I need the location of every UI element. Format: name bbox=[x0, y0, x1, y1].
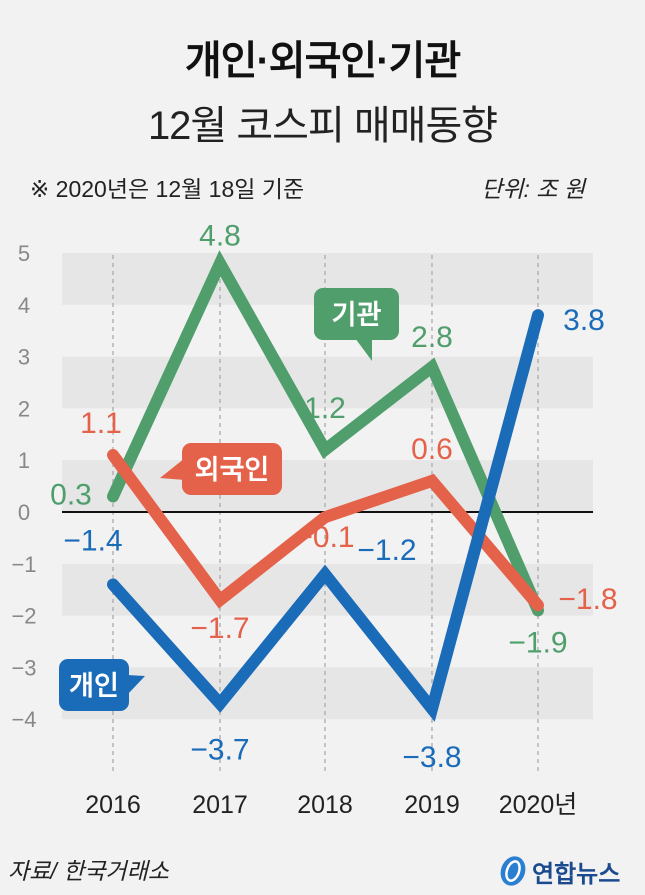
y-tick-label: −3 bbox=[11, 655, 36, 680]
svg-text:기관: 기관 bbox=[332, 300, 382, 330]
logo-text: 연합뉴스 bbox=[532, 860, 621, 888]
data-label: 4.8 bbox=[199, 219, 241, 252]
x-tick-label: 2016 bbox=[85, 791, 141, 819]
series-lines bbox=[107, 250, 544, 722]
date-note: ※ 2020년은 12월 18일 기준 bbox=[30, 176, 305, 202]
data-label: −1.2 bbox=[357, 534, 416, 567]
source-note: 자료/ 한국거래소 bbox=[8, 858, 169, 884]
x-axis-labels: 2016 2017 2018 2019 2020년 bbox=[85, 791, 577, 819]
x-tick-label: 2019 bbox=[404, 791, 460, 819]
publisher-logo: 연합뉴스 bbox=[498, 852, 620, 890]
chart-subtitle: 12월 코스피 매매동향 bbox=[147, 104, 498, 148]
legend-callout-기관: 기관 bbox=[314, 288, 399, 361]
grid-band bbox=[62, 667, 593, 720]
y-tick-label: 1 bbox=[18, 448, 30, 473]
legend-callout-외국인: 외국인 bbox=[160, 443, 282, 495]
y-tick-label: 3 bbox=[18, 345, 30, 370]
data-label: 2.8 bbox=[411, 321, 453, 354]
data-label: −3.8 bbox=[402, 741, 461, 774]
svg-text:개인: 개인 bbox=[69, 671, 119, 701]
series-line-기관 bbox=[107, 250, 544, 617]
data-label: −0.1 bbox=[295, 521, 354, 554]
y-tick-label: 2 bbox=[18, 396, 30, 421]
unit-label: 단위: 조 원 bbox=[481, 176, 585, 202]
series-line-외국인 bbox=[107, 449, 544, 612]
y-tick-label: −1 bbox=[11, 552, 36, 577]
data-label: −1.7 bbox=[190, 612, 249, 645]
grid-band bbox=[62, 356, 593, 409]
data-label: −1.4 bbox=[63, 525, 122, 558]
data-label: 0.6 bbox=[411, 433, 453, 466]
data-label: 1.2 bbox=[304, 392, 346, 425]
data-label: 0.3 bbox=[50, 478, 92, 511]
y-axis-ticks: 5 4 3 2 1 0 −1 −2 −3 −4 bbox=[11, 241, 36, 732]
y-tick-label: 0 bbox=[18, 500, 30, 525]
x-tick-label: 2017 bbox=[192, 791, 248, 819]
data-label: −1.9 bbox=[508, 626, 567, 659]
y-tick-label: 5 bbox=[18, 241, 30, 266]
series-line-개인 bbox=[107, 309, 544, 722]
y-tick-label: 4 bbox=[18, 293, 30, 318]
data-label: −3.7 bbox=[190, 734, 249, 767]
chart-title: 개인·외국인·기관 bbox=[184, 39, 461, 83]
yonhap-logo-icon bbox=[500, 856, 526, 886]
y-tick-label: −2 bbox=[11, 604, 36, 629]
data-label: 1.1 bbox=[80, 407, 122, 440]
data-labels: 0.3 4.8 1.2 2.8 −1.9 1.1 −1.7 −0.1 0.6 −1.8 −1.4 −3… bbox=[50, 219, 617, 773]
legend-callout-개인: 개인 bbox=[59, 659, 145, 711]
svg-text:외국인: 외국인 bbox=[195, 455, 270, 485]
x-tick-label: 2020년 bbox=[499, 791, 578, 819]
data-label: −1.8 bbox=[558, 583, 617, 616]
y-tick-label: −4 bbox=[11, 707, 36, 732]
x-tick-label: 2018 bbox=[297, 791, 353, 819]
data-label: 3.8 bbox=[563, 304, 605, 337]
